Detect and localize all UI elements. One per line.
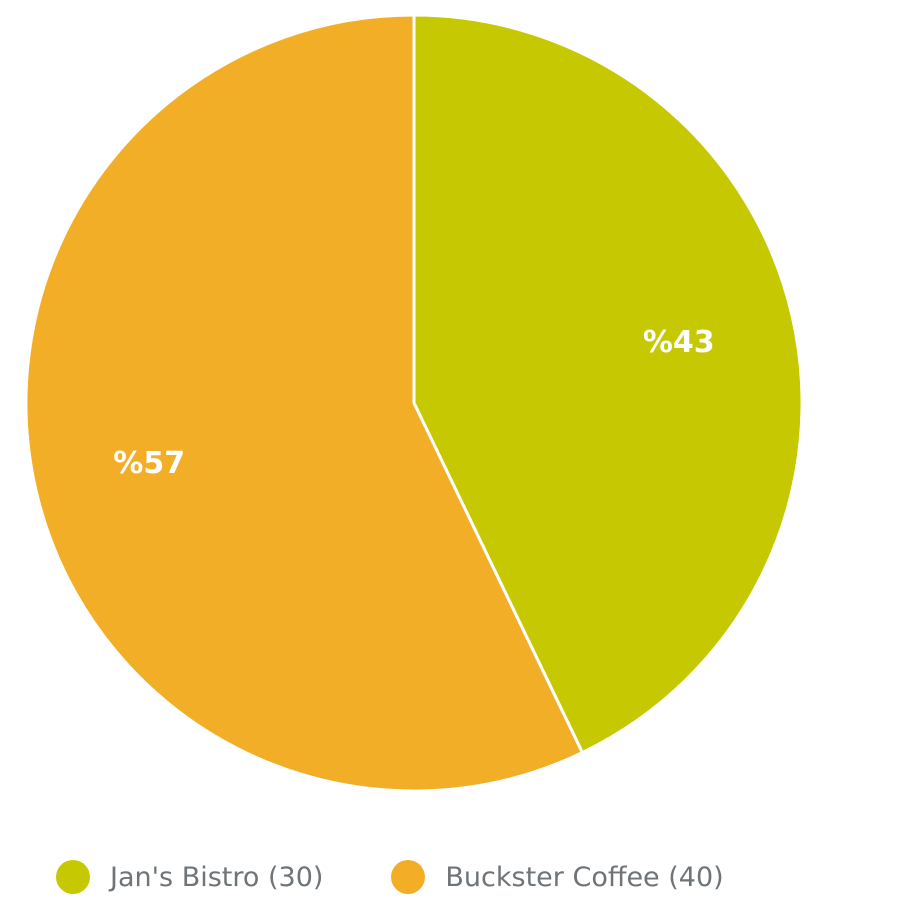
legend-item-buckster-coffee[interactable]: Buckster Coffee (40) xyxy=(391,860,724,894)
slice-label-buckster-coffee: %57 xyxy=(113,446,185,481)
slice-label-jan-s-bistro: %43 xyxy=(643,325,715,360)
legend-label-jans-bistro: Jan's Bistro (30) xyxy=(110,861,324,893)
legend-swatch-buckster-coffee xyxy=(391,860,426,894)
pie-slice-buckster-coffee[interactable] xyxy=(24,13,584,793)
legend-item-jans-bistro[interactable]: Jan's Bistro (30) xyxy=(56,860,323,894)
legend-label-buckster-coffee: Buckster Coffee (40) xyxy=(445,861,724,893)
chart-legend: Jan's Bistro (30) Buckster Coffee (40) xyxy=(56,860,724,894)
pie-slice-jan-s-bistro[interactable] xyxy=(412,13,804,755)
legend-swatch-jans-bistro xyxy=(56,860,90,894)
